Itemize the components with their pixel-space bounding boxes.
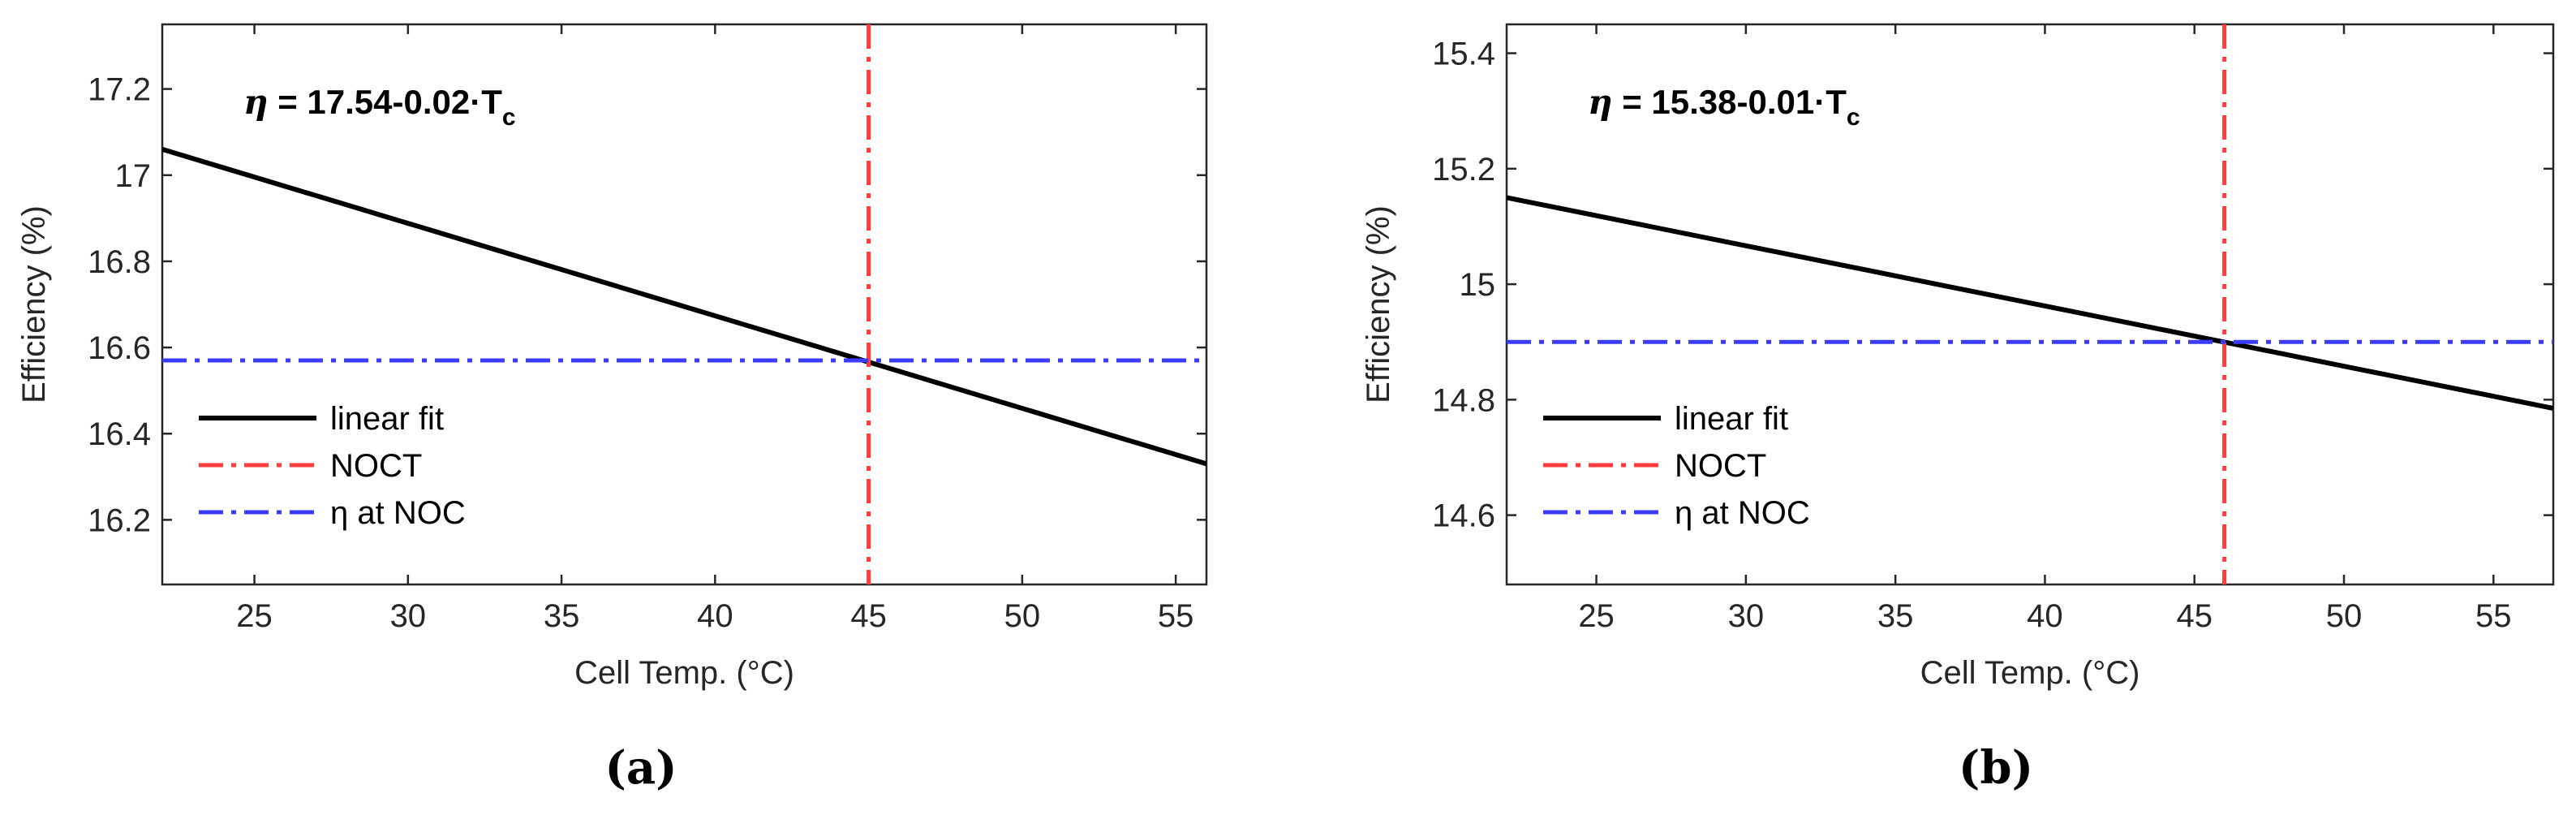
y-axis-label: Efficiency (%) [1361, 205, 1396, 403]
plot-data [162, 24, 1206, 584]
x-tick-label: 25 [236, 598, 273, 634]
y-tick-label: 15.4 [1432, 37, 1495, 72]
x-tick-label: 55 [2475, 598, 2512, 634]
x-tick-label: 55 [1158, 598, 1194, 634]
y-tick-label: 17.2 [88, 72, 151, 108]
panel-caption: (a) [604, 741, 677, 795]
plot-area-box [161, 23, 1208, 586]
plot-area-box [1505, 23, 2555, 586]
x-tick-label: 45 [850, 598, 887, 634]
legend-label: linear fit [1675, 401, 1788, 437]
x-tick-label: 25 [1578, 598, 1615, 634]
legend-label: NOCT [1675, 448, 1766, 484]
x-axis-label: Cell Temp. (°C) [574, 655, 794, 691]
legend-label: NOCT [330, 448, 422, 484]
x-tick-label: 35 [544, 598, 580, 634]
legend-label: η at NOC [1675, 495, 1810, 531]
y-axis-label: Efficiency (%) [16, 205, 52, 403]
equation-symbol: η [243, 82, 269, 122]
x-axis-label: Cell Temp. (°C) [1920, 655, 2140, 691]
x-tick-label: 40 [2027, 598, 2063, 634]
legend-label: η at NOC [330, 495, 466, 531]
y-tick-label: 16.6 [88, 330, 151, 366]
chart-panel-b: 25 30 35 40 45 50 55 14.6 14.8 15 15.2 15.4 Cell Tem… [1361, 23, 2555, 795]
chart-panel-a: 25 30 35 40 45 50 55 16.2 16.4 16.6 16.8 17 17.2 Cell… [16, 23, 1208, 795]
x-tick-label: 40 [697, 598, 733, 634]
equation-annotation: η = 17.54-0.02·Tc [243, 82, 516, 131]
y-tick-label: 15.2 [1432, 152, 1495, 188]
y-tick-label: 17 [115, 158, 152, 194]
equation-subscript: c [502, 104, 516, 131]
y-tick-label: 14.8 [1432, 382, 1495, 418]
equation-subscript: c [1847, 104, 1860, 131]
equation-text: = 15.38-0.01·T [1613, 83, 1847, 121]
x-tick-label: 30 [1728, 598, 1765, 634]
x-tick-label: 35 [1877, 598, 1914, 634]
equation-symbol: η [1588, 82, 1613, 122]
x-tick-label: 50 [2326, 598, 2363, 634]
equation-annotation: η = 15.38-0.01·Tc [1588, 82, 1860, 131]
x-tick-label: 30 [390, 598, 427, 634]
series-linear-fit-line [162, 147, 1206, 467]
y-tick-label: 15 [1460, 267, 1496, 303]
plot-data [1507, 24, 2553, 584]
y-tick-label: 16.4 [88, 416, 151, 452]
y-tick-label: 14.6 [1432, 498, 1495, 534]
series-linear-fit-line [1507, 195, 2553, 411]
legend-label: linear fit [330, 401, 444, 437]
equation-text: = 17.54-0.02·T [269, 83, 503, 121]
panel-caption: (b) [1959, 741, 2033, 795]
x-tick-label: 45 [2176, 598, 2213, 634]
y-tick-label: 16.8 [88, 244, 151, 280]
y-tick-label: 16.2 [88, 502, 151, 538]
x-tick-label: 50 [1004, 598, 1041, 634]
